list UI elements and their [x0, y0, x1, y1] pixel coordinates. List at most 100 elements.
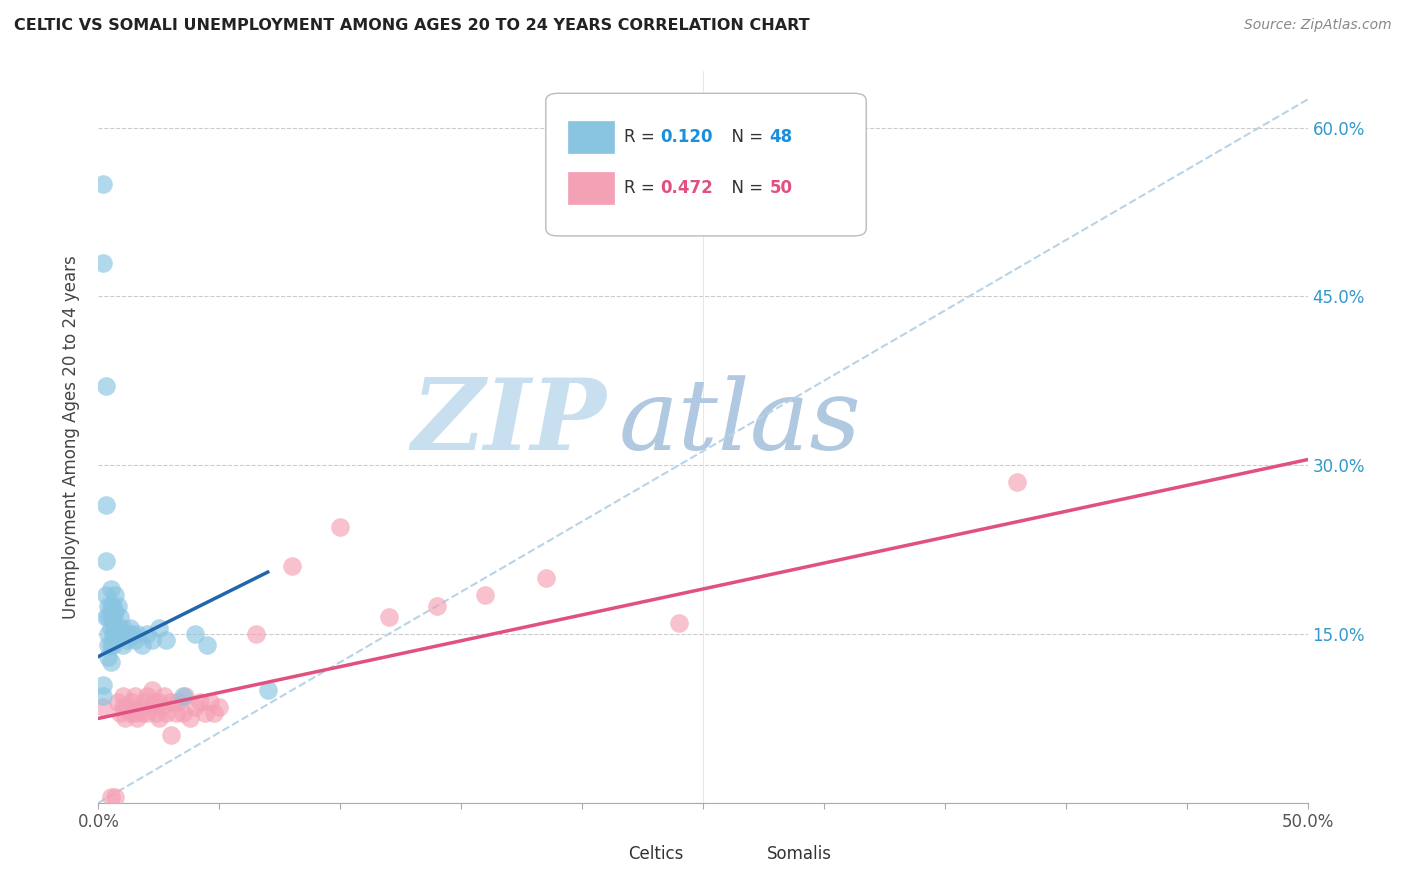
Point: [155, 632, 177, 647]
Point: [107, 599, 129, 613]
Point: [194, 706, 217, 720]
Point: [1007, 475, 1029, 489]
Point: [474, 588, 496, 602]
Point: [94, 379, 117, 393]
Point: [195, 638, 218, 652]
Point: [329, 520, 352, 534]
Point: [114, 711, 136, 725]
Point: [141, 632, 163, 647]
Point: [97, 610, 120, 624]
Point: [188, 694, 211, 708]
Text: CELTIC VS SOMALI UNEMPLOYMENT AMONG AGES 20 TO 24 YEARS CORRELATION CHART: CELTIC VS SOMALI UNEMPLOYMENT AMONG AGES…: [14, 18, 810, 33]
Y-axis label: Unemployment Among Ages 20 to 24 years: Unemployment Among Ages 20 to 24 years: [62, 255, 80, 619]
Point: [148, 694, 170, 708]
Point: [143, 694, 166, 708]
Point: [100, 790, 122, 805]
Point: [124, 689, 146, 703]
Text: Celtics: Celtics: [628, 845, 683, 863]
Point: [150, 700, 173, 714]
Point: [97, 638, 120, 652]
Point: [124, 706, 146, 720]
Point: [118, 706, 141, 720]
Point: [135, 706, 157, 720]
Point: [91, 255, 114, 269]
Text: Source: ZipAtlas.com: Source: ZipAtlas.com: [1244, 18, 1392, 32]
Point: [101, 638, 124, 652]
Text: atlas: atlas: [619, 375, 860, 470]
Point: [108, 706, 131, 720]
Point: [172, 689, 194, 703]
Point: [121, 627, 143, 641]
Text: 0.120: 0.120: [661, 128, 713, 146]
Point: [245, 627, 267, 641]
Point: [256, 683, 278, 698]
Point: [117, 700, 139, 714]
Point: [111, 700, 134, 714]
Point: [91, 700, 114, 714]
Point: [127, 711, 149, 725]
Point: [117, 632, 139, 647]
Point: [111, 621, 134, 635]
Point: [118, 621, 141, 635]
Point: [97, 599, 120, 613]
Point: [167, 694, 190, 708]
Point: [141, 700, 163, 714]
Point: [165, 706, 187, 720]
Point: [97, 627, 120, 641]
Point: [281, 559, 304, 574]
Text: ZIP: ZIP: [412, 375, 606, 471]
Point: [104, 790, 127, 805]
Point: [668, 615, 690, 630]
Point: [184, 700, 207, 714]
Point: [97, 649, 120, 664]
Point: [172, 706, 194, 720]
Point: [104, 621, 127, 635]
Point: [94, 498, 117, 512]
Point: [155, 706, 177, 720]
Point: [91, 678, 114, 692]
Point: [100, 621, 122, 635]
Point: [101, 627, 124, 641]
Point: [114, 627, 136, 641]
Point: [160, 694, 183, 708]
Point: [124, 632, 146, 647]
Text: N =: N =: [721, 128, 769, 146]
Text: R =: R =: [624, 128, 661, 146]
Bar: [568, 172, 613, 204]
Point: [104, 605, 127, 619]
Point: [198, 694, 221, 708]
Point: [121, 694, 143, 708]
Text: N =: N =: [721, 179, 769, 197]
Point: [100, 610, 122, 624]
Point: [134, 694, 156, 708]
Text: R =: R =: [624, 179, 661, 197]
Point: [377, 610, 399, 624]
Text: 50: 50: [769, 179, 793, 197]
Point: [94, 588, 117, 602]
Point: [131, 638, 153, 652]
Point: [426, 599, 449, 613]
Point: [104, 588, 127, 602]
Point: [94, 610, 117, 624]
Point: [145, 706, 167, 720]
Point: [100, 599, 122, 613]
FancyBboxPatch shape: [546, 94, 866, 236]
Point: [108, 610, 131, 624]
Point: [160, 728, 183, 742]
Point: [128, 700, 150, 714]
Point: [91, 689, 114, 703]
Point: [174, 689, 197, 703]
Point: [111, 638, 134, 652]
Point: [131, 706, 153, 720]
Point: [135, 627, 157, 641]
Point: [148, 711, 170, 725]
Text: 48: 48: [769, 128, 793, 146]
Point: [534, 571, 557, 585]
Point: [141, 683, 163, 698]
Point: [107, 694, 129, 708]
Point: [100, 638, 122, 652]
Point: [91, 177, 114, 191]
Bar: [576, 841, 619, 867]
Point: [94, 554, 117, 568]
Point: [184, 627, 207, 641]
